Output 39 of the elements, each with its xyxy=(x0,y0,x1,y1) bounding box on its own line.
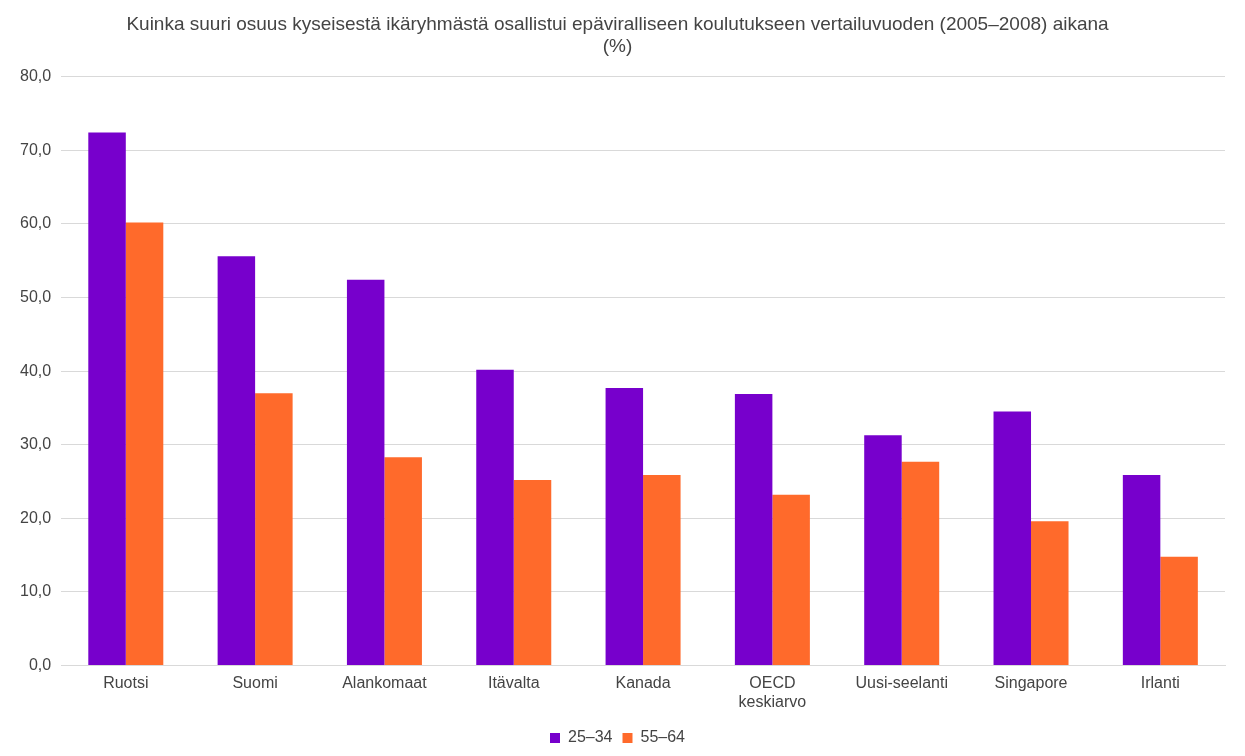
bar xyxy=(1031,521,1069,666)
y-tick-label: 10,0 xyxy=(20,582,52,600)
bar xyxy=(734,393,773,666)
y-tick-label: 30,0 xyxy=(20,435,52,453)
x-tick-label: Suomi xyxy=(232,673,278,691)
bar xyxy=(217,256,256,666)
bar xyxy=(1160,556,1198,666)
bar xyxy=(125,222,164,666)
bar xyxy=(993,411,1032,666)
x-tick-label: Irlanti xyxy=(1140,673,1180,691)
x-tick-label: Alankomaat xyxy=(342,673,428,691)
x-tick-label: Kanada xyxy=(615,673,671,691)
x-tick-label: Itävalta xyxy=(487,673,540,691)
x-tick-label: Singapore xyxy=(994,673,1068,691)
y-tick-label: 60,0 xyxy=(20,214,52,232)
bar xyxy=(864,435,902,666)
bar xyxy=(605,388,644,666)
bar xyxy=(643,474,681,666)
bar xyxy=(772,494,810,666)
y-tick-label: 50,0 xyxy=(20,287,52,305)
y-tick-label: 40,0 xyxy=(20,361,52,379)
bar xyxy=(1122,474,1161,666)
bar xyxy=(513,480,552,666)
bar xyxy=(346,279,385,666)
bar xyxy=(476,369,514,666)
legend-label: 25–34 xyxy=(568,728,613,746)
bar xyxy=(88,132,126,666)
y-tick-label: 20,0 xyxy=(20,508,52,526)
x-tick-label: Ruotsi xyxy=(103,673,149,691)
y-tick-label: 70,0 xyxy=(20,140,52,158)
chart-title: Kuinka suuri osuus kyseisestä ikäryhmästä osallistui epäviralliseen koulutukseen vertailuvuoden (2005–2008) aikana (%) xyxy=(126,12,1110,57)
bar xyxy=(255,393,293,666)
bar xyxy=(384,457,422,666)
legend-label: 55–64 xyxy=(640,728,686,746)
y-tick-label: 0,0 xyxy=(28,656,52,674)
bar xyxy=(901,461,940,666)
x-tick-label: Uusi-seelanti xyxy=(855,673,948,691)
x-tick-label: OECD keskiarvo xyxy=(738,673,807,710)
y-tick-label: 80,0 xyxy=(20,67,52,85)
